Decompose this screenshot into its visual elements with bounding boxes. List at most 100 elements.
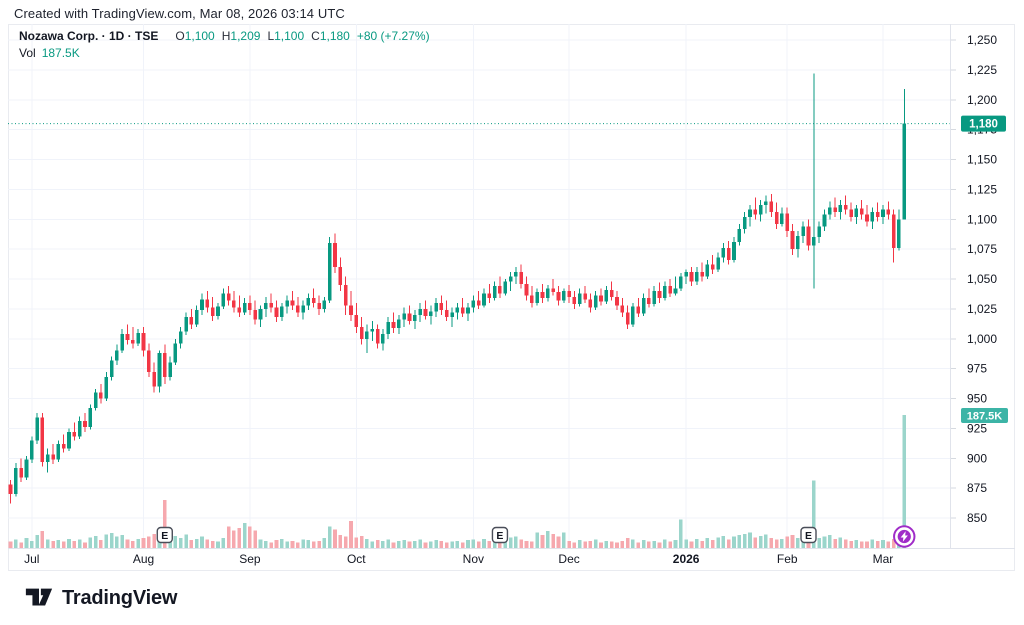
volume-bar: [812, 480, 816, 548]
volume-bar: [72, 540, 77, 548]
volume-bar: [136, 538, 140, 548]
candle-body: [721, 247, 726, 258]
candle-body: [327, 243, 332, 301]
volume-bar: [24, 538, 29, 548]
candle-body: [311, 298, 316, 303]
volume-bar: [120, 535, 125, 548]
volume-bar: [599, 542, 603, 548]
price-axis-label: 1,150: [967, 153, 997, 167]
candle-body: [295, 305, 300, 313]
volume-bar: [625, 538, 630, 548]
volume-bar: [875, 540, 880, 548]
low-value: 1,100: [274, 29, 305, 43]
volume-bar: [455, 540, 460, 548]
tradingview-footer[interactable]: TradingView: [24, 586, 177, 610]
volume-bar: [492, 538, 497, 548]
candle-body: [843, 204, 848, 210]
candle-body: [561, 290, 566, 301]
flash-marker[interactable]: [893, 525, 916, 548]
time-axis-label: Feb: [777, 552, 798, 566]
volume-bar: [774, 539, 779, 548]
volume-bar: [264, 540, 268, 548]
candle-body: [359, 326, 364, 339]
volume-bar: [301, 539, 305, 548]
candle-body: [604, 289, 609, 302]
candle-body: [35, 417, 39, 441]
candle-body: [221, 293, 226, 307]
volume-bar: [226, 526, 231, 548]
volume-bar: [827, 535, 832, 548]
candle-body: [498, 286, 502, 294]
candle-body: [785, 213, 790, 232]
open-value: 1,100: [184, 29, 215, 43]
candle-body: [588, 299, 593, 308]
candle-body: [774, 212, 779, 225]
candle-body: [237, 307, 242, 313]
candle-body: [684, 271, 688, 277]
volume-bar: [854, 540, 859, 548]
volume-bar: [684, 539, 688, 548]
volume-bar: [902, 415, 907, 548]
volume-bar: [253, 530, 258, 548]
volume-bar: [280, 538, 284, 548]
candle-body: [524, 283, 529, 296]
earnings-marker[interactable]: E: [156, 526, 173, 544]
volume-bar: [546, 530, 550, 548]
volume-bar: [269, 542, 273, 548]
volume-bar: [748, 532, 752, 548]
volume-bar: [487, 540, 492, 548]
volume-bar: [631, 539, 635, 548]
volume-label: Vol: [19, 46, 36, 60]
candle-body: [413, 314, 417, 321]
candle-body: [115, 350, 119, 361]
candle-body: [567, 290, 571, 297]
volume-bar: [716, 537, 720, 548]
change-value: +80 (+7.27%): [356, 29, 430, 43]
candle-body: [796, 235, 800, 250]
volume-bar: [790, 535, 795, 548]
candle-body: [173, 343, 178, 363]
volume-bar: [189, 540, 194, 548]
time-axis-label: Dec: [558, 552, 579, 566]
candle-body: [381, 333, 385, 344]
candle-body: [599, 295, 603, 302]
volume-bar: [407, 541, 412, 548]
candle-body: [663, 286, 667, 299]
volume-bar: [333, 529, 337, 548]
volume-bar: [508, 537, 513, 548]
earnings-marker[interactable]: E: [800, 526, 817, 544]
volume-bar: [482, 538, 486, 548]
svg-text:E: E: [805, 530, 812, 542]
volume-bar: [381, 540, 385, 548]
candle-body: [391, 322, 396, 328]
volume-series: [8, 415, 907, 548]
volume-bar: [221, 538, 226, 548]
close-label: C: [311, 29, 320, 43]
volume-bar: [561, 532, 566, 548]
candle-body: [131, 339, 135, 344]
earnings-marker[interactable]: E: [491, 526, 509, 544]
candle-body: [870, 212, 875, 222]
candle-body: [625, 312, 630, 325]
volume-bar: [205, 539, 210, 548]
candle-body: [24, 459, 29, 478]
volume-bar: [210, 540, 215, 548]
volume-bar: [535, 532, 539, 548]
time-axis-label: Nov: [463, 552, 484, 566]
candle-body: [45, 454, 50, 462]
volume-bar: [609, 541, 614, 548]
volume-bar: [460, 542, 465, 548]
symbol-title[interactable]: Nozawa Corp. · 1D · TSE: [19, 29, 159, 43]
candle-body: [72, 431, 77, 437]
volume-bar: [56, 540, 61, 548]
volume-bar: [572, 542, 577, 548]
volume-bar: [67, 538, 71, 548]
candle-body: [168, 362, 172, 377]
candle-body: [689, 271, 694, 282]
volume-bar: [753, 537, 758, 548]
candle-body: [833, 207, 837, 213]
volume-bar: [327, 526, 332, 548]
candle-body: [428, 311, 433, 317]
volume-bar: [237, 528, 242, 548]
